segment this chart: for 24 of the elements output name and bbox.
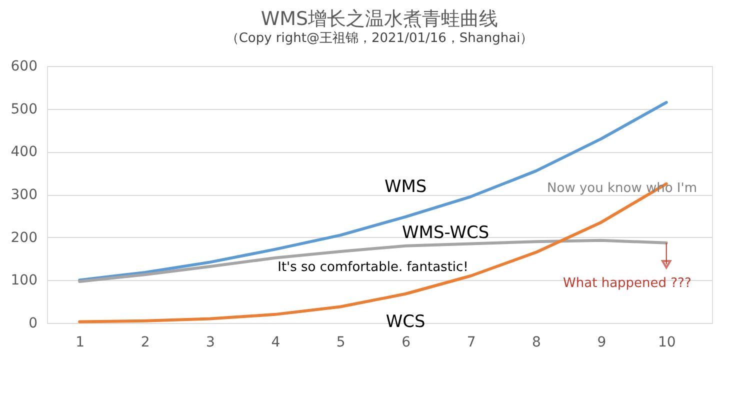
annotation: It's so comfortable. fantastic! (278, 260, 468, 275)
y-tick-label: 200 (10, 230, 38, 246)
x-tick-label: 4 (271, 334, 280, 350)
x-tick-label: 7 (466, 334, 476, 350)
x-tick-label: 9 (597, 334, 606, 350)
x-tick-label: 6 (402, 334, 411, 350)
y-tick-label: 100 (10, 272, 38, 289)
x-tick-label: 2 (140, 334, 150, 350)
annotation: What happened ??? (563, 276, 692, 291)
chart-subtitle: （Copy right@王祖锦，2021/01/16，Shanghai） (226, 31, 534, 46)
series-label: WCS (386, 312, 426, 332)
y-tick-label: 600 (10, 58, 38, 74)
y-tick-label: 300 (10, 187, 38, 203)
y-tick-label: 500 (10, 101, 38, 118)
x-tick-label: 8 (532, 334, 541, 350)
series-label: WMS (384, 176, 427, 197)
y-tick-label: 400 (10, 144, 38, 160)
x-tick-label: 3 (206, 334, 215, 350)
y-tick-label: 0 (28, 316, 38, 332)
chart-title: WMS增长之温水煮青蛙曲线 (260, 8, 498, 30)
x-tick-label: 10 (658, 334, 676, 350)
series-label: WMS-WCS (402, 222, 490, 243)
x-tick-label: 1 (76, 334, 85, 350)
x-tick-label: 5 (336, 334, 346, 350)
